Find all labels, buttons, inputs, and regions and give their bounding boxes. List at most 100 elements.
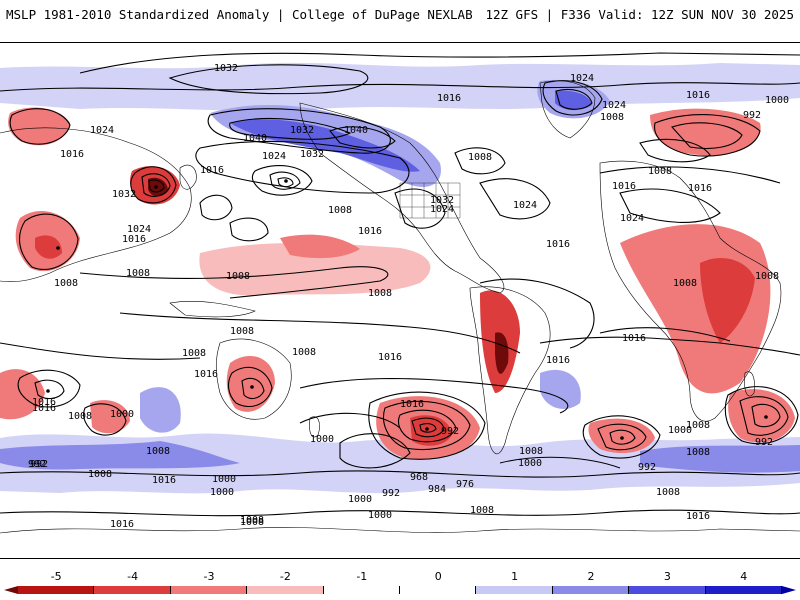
- coast-japan: [179, 164, 197, 190]
- colorbar-segment: [323, 586, 400, 594]
- isobar-1008-tropics: [79, 266, 389, 299]
- label-1008-antarctica-atlantic: 1008: [686, 447, 710, 458]
- label-1016-arctic-east: 1016: [686, 90, 710, 101]
- label-1016-atlantic-tropical: 1016: [546, 239, 570, 250]
- anomaly-fill-south-band-strong-west: [0, 441, 240, 470]
- us-state-grid: [399, 182, 461, 219]
- isobar-1032-north-pacific: [168, 64, 369, 95]
- label-1008-pacific-central: 1008: [328, 205, 352, 216]
- isobar-1016-indian: [0, 342, 201, 360]
- label-1000-indian-west: 1000: [110, 409, 134, 420]
- header-bar: MSLP 1981-2010 Standardized Anomaly | Co…: [0, 0, 800, 28]
- label-1016-east-china: 1016: [122, 234, 146, 245]
- anomaly-fill-pacific-tropical-mid: [280, 234, 360, 259]
- label-1008-tropical-pacific: 1008: [368, 288, 392, 299]
- label-1016-mediterranean: 1016: [688, 183, 712, 194]
- label-1024-europe-west: 1024: [90, 125, 114, 136]
- isobar-1016-pacific-west: [199, 194, 233, 221]
- coast-madagascar: [744, 371, 755, 397]
- isobar-1032-alaska: [207, 108, 391, 154]
- label-1016-indian-ocean: 1016: [194, 369, 218, 380]
- isobar-low-pacific-2: [269, 171, 301, 190]
- label-992-south-atlantic: 992: [638, 462, 656, 473]
- isobar-low-indian-west-2: [34, 379, 65, 400]
- isobar-1016-south-atlantic: [539, 336, 800, 356]
- label-1000-southern-low-west: 1000: [348, 494, 372, 505]
- isobar-1016-south-pacific: [299, 377, 569, 414]
- isobar-labels: 1032 1024 1016 1024 1008 1016 1000 992 1…: [28, 63, 789, 530]
- label-1032-aleutian: 1032: [290, 125, 314, 136]
- anomaly-fill-india-core: [35, 235, 62, 259]
- anomaly-fill-south-atlantic-east: [540, 369, 581, 410]
- label-1008-scandinavia: 1008: [600, 112, 624, 123]
- isobar-southern-low-west: [339, 433, 411, 469]
- low-center-indian-west: [46, 389, 50, 393]
- label-1016-south-pacific: 1016: [378, 352, 402, 363]
- anomaly-fill-africa-core: [700, 258, 755, 343]
- isobar-1016-tropics: [119, 312, 521, 354]
- isobar-1016-north: [0, 82, 800, 92]
- isobar-south-atlantic-low-1: [582, 415, 661, 459]
- colorbar-segment: [247, 586, 324, 594]
- label-1000-cape-horn: 1000: [518, 458, 542, 469]
- coast-antarctica: [0, 527, 800, 534]
- map-panel[interactable]: 1032 1024 1016 1024 1008 1016 1000 992 1…: [0, 42, 800, 559]
- isobar-1016-pacific-west-2: [229, 217, 269, 242]
- colorbar-right-tip: [782, 586, 796, 594]
- map-title: MSLP 1981-2010 Standardized Anomaly | Co…: [6, 7, 473, 22]
- anomaly-fill-australia: [226, 355, 275, 412]
- colorbar-tick-label: 1: [511, 570, 519, 583]
- isobar-1008-antarctica: [0, 470, 800, 478]
- isobar-southern-low-1: [368, 391, 486, 460]
- low-center-pacific: [284, 179, 288, 183]
- label-992-indian-far-west: 992: [30, 459, 48, 470]
- label-1024-rockies: 1024: [430, 204, 454, 215]
- isobar-low-east-china-1: [130, 166, 177, 204]
- label-1032-rockies: 1032: [430, 195, 454, 206]
- anomaly-colorbar: -5-4-3-2-1012345: [0, 570, 800, 600]
- isobar-high-south-america: [479, 278, 595, 349]
- label-1000-arctic-east: 1000: [765, 95, 789, 106]
- colorbar-tick-label: 4: [740, 570, 748, 583]
- isobar-south-indian-east-low-2: [739, 396, 789, 436]
- label-1008-pacific-equatorial: 1008: [226, 271, 250, 282]
- label-1016-africa-north: 1016: [612, 181, 636, 192]
- coastlines: [0, 80, 800, 534]
- isobar-low-pacific-1: [251, 165, 313, 196]
- colorbar-tick-label: -5: [50, 570, 62, 583]
- label-992-drake: 992: [441, 426, 459, 437]
- anomaly-fill-north-band: [0, 62, 800, 111]
- label-1032-asia: 1032: [112, 189, 136, 200]
- mslp-anomaly-map[interactable]: 1032 1024 1016 1024 1008 1016 1000 992 1…: [0, 43, 800, 558]
- low-center-east-china: [154, 185, 158, 189]
- label-1008-new-guinea: 1008: [230, 326, 254, 337]
- isobar-1024-pacific: [195, 140, 410, 194]
- colorbar-left-tip: [4, 586, 18, 594]
- low-center-india: [56, 246, 60, 250]
- isobar-1000-south-pacific: [299, 412, 401, 429]
- isobar-low-indian-west-1: [17, 369, 81, 408]
- label-1008-pacific-south: 1008: [292, 347, 316, 358]
- isobar-low-east-china-2: [141, 173, 171, 197]
- isobar-1008-south-atlantic: [499, 456, 621, 469]
- isobar-low-australia-2: [241, 377, 265, 400]
- colorbar-tick-label: 3: [663, 570, 671, 583]
- colorbar-segment: [400, 586, 477, 594]
- coast-indonesia: [169, 301, 256, 318]
- coast-australia: [215, 338, 292, 420]
- label-1008-australia: 1008: [182, 348, 206, 359]
- label-1008-antarctica-pacific: 1008: [470, 505, 494, 516]
- label-1008-west-edge: 1008: [88, 469, 112, 480]
- label-1008-indian-west: 1008: [68, 411, 92, 422]
- anomaly-fill-indian-west-2: [90, 400, 130, 434]
- colorbar-tick-label: -1: [356, 570, 368, 583]
- anomaly-fill-south-band-strong-east: [640, 445, 800, 473]
- isobar-south-indian-east-low-1: [724, 386, 799, 445]
- isobar-1024-north: [79, 52, 800, 74]
- colorbar-segment: [170, 586, 248, 594]
- isobar-siberia-low-2: [671, 122, 743, 150]
- label-984-southern-low: 984: [428, 484, 446, 495]
- label-992-siberia: 992: [743, 110, 761, 121]
- coast-greenland: [539, 80, 596, 139]
- label-1000-east-pacific: 1000: [368, 510, 392, 521]
